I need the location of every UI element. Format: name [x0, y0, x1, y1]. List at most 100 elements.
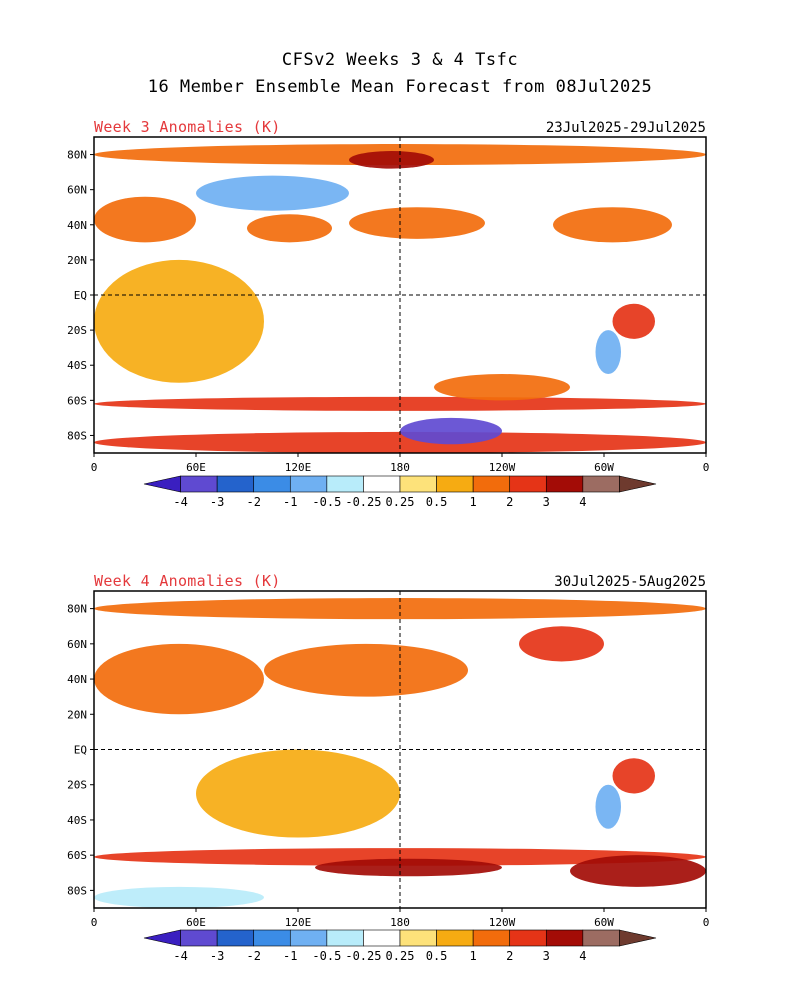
anomaly-region-6 — [247, 214, 332, 243]
colorbar-label: 0.5 — [426, 495, 448, 509]
colorbar-swatch-min — [143, 475, 181, 493]
colorbar-label: -0.5 — [312, 495, 341, 509]
anomaly-region-0 — [94, 848, 706, 866]
colorbar-label: 3 — [543, 495, 550, 509]
figure-title-line1: CFSv2 Weeks 3 & 4 Tsfc — [282, 50, 518, 70]
x-tick-label: 60E — [186, 916, 206, 929]
anomaly-region-10 — [595, 784, 621, 829]
colorbar-label: 2 — [506, 949, 513, 963]
colorbar-label: -0.25 — [345, 495, 381, 509]
colorbar-label: 3 — [543, 949, 550, 963]
colorbar-swatch — [545, 929, 584, 947]
y-tick-label: 40S — [67, 814, 87, 827]
colorbar-swatch — [326, 929, 364, 947]
colorbar-label: 4 — [579, 495, 586, 509]
x-tick-label: 180 — [390, 461, 410, 474]
week3-panel: Week 3 Anomalies (K) 23Jul2025-29Jul2025… — [67, 118, 709, 509]
week3-date-range: 23Jul2025-29Jul2025 — [546, 120, 706, 136]
colorbar-swatch — [180, 475, 218, 493]
colorbar-swatch — [472, 475, 511, 493]
colorbar-swatch — [216, 475, 255, 493]
y-tick-label: 60S — [67, 849, 87, 862]
colorbar-swatch — [436, 475, 474, 493]
week3-y-axis: 80N 60N 40N 20N EQ 20S 40S 60S 80S — [67, 149, 94, 442]
week3-panel-title: Week 3 Anomalies (K) — [94, 118, 281, 136]
colorbar-swatch — [472, 929, 511, 947]
colorbar-label: -3 — [210, 949, 224, 963]
colorbar-swatch — [436, 929, 474, 947]
colorbar-label: -1 — [283, 495, 297, 509]
colorbar-label: 0.5 — [426, 949, 448, 963]
week3-anomaly-field — [94, 144, 706, 453]
anomaly-region-12 — [553, 207, 672, 243]
colorbar-label: 2 — [506, 495, 513, 509]
colorbar-swatch — [582, 475, 620, 493]
anomaly-region-9 — [612, 758, 655, 794]
x-tick-label: 60W — [594, 916, 614, 929]
x-tick-label: 120E — [285, 461, 312, 474]
anomaly-region-2 — [570, 855, 706, 887]
colorbar-swatch — [545, 475, 584, 493]
anomaly-region-11 — [196, 749, 400, 838]
y-tick-label: EQ — [74, 744, 87, 757]
colorbar-swatch — [326, 475, 364, 493]
colorbar-label: -4 — [173, 495, 187, 509]
anomaly-region-5 — [94, 196, 196, 243]
y-tick-label: EQ — [74, 289, 87, 302]
colorbar-label: -4 — [173, 949, 187, 963]
x-tick-label: 0 — [91, 461, 98, 474]
x-tick-label: 0 — [703, 461, 710, 474]
colorbar-swatch — [289, 929, 328, 947]
colorbar-label: -0.25 — [345, 949, 381, 963]
colorbar-swatch — [363, 929, 401, 947]
y-tick-label: 80N — [67, 149, 87, 162]
anomaly-region-7 — [349, 207, 485, 239]
week4-panel: Week 4 Anomalies (K) 30Jul2025-5Aug2025 … — [67, 572, 709, 963]
x-tick-label: 60E — [186, 461, 206, 474]
anomaly-region-3 — [349, 151, 434, 169]
colorbar-swatch-max — [619, 475, 657, 493]
anomaly-region-14 — [434, 374, 570, 401]
anomaly-region-8 — [451, 723, 604, 776]
y-tick-label: 20S — [67, 779, 87, 792]
y-tick-label: 40N — [67, 219, 87, 232]
anomaly-region-4 — [196, 175, 349, 211]
y-tick-label: 40N — [67, 673, 87, 686]
anomaly-region-8 — [451, 277, 604, 331]
colorbar-swatch — [509, 475, 547, 493]
x-tick-label: 0 — [91, 916, 98, 929]
anomaly-region-7 — [519, 626, 604, 662]
colorbar-label: -0.5 — [312, 949, 341, 963]
colorbar-label: -2 — [246, 495, 260, 509]
colorbar-swatch — [363, 475, 401, 493]
anomaly-region-3 — [94, 886, 264, 908]
colorbar-swatch — [289, 475, 328, 493]
week4-y-axis: 80N 60N 40N 20N EQ 20S 40S 60S 80S — [67, 603, 94, 897]
x-tick-label: 120W — [489, 916, 516, 929]
anomaly-region-0 — [94, 431, 706, 453]
y-tick-label: 80S — [67, 884, 87, 897]
x-tick-label: 120E — [285, 916, 312, 929]
colorbar-label: 0.25 — [386, 495, 415, 509]
colorbar-label: -1 — [283, 949, 297, 963]
x-tick-label: 60W — [594, 461, 614, 474]
y-tick-label: 40S — [67, 359, 87, 372]
week3-x-axis: 0 60E 120E 180 120W 60W 0 — [91, 453, 710, 474]
week4-colorbar: -4 -3 -2 -1 -0.5 -0.25 0.25 0.5 1 2 3 4 — [143, 929, 657, 963]
anomaly-region-9 — [612, 303, 655, 339]
week3-colorbar: -4 -3 -2 -1 -0.5 -0.25 0.25 0.5 1 2 3 4 — [143, 475, 657, 509]
colorbar-swatch — [399, 929, 437, 947]
y-tick-label: 60S — [67, 394, 87, 407]
week3-overlay — [94, 137, 706, 453]
week4-date-range: 30Jul2025-5Aug2025 — [554, 574, 706, 590]
anomaly-region-11 — [94, 259, 264, 383]
colorbar-swatch — [180, 929, 218, 947]
colorbar-swatch-min — [143, 929, 181, 947]
y-tick-label: 20N — [67, 708, 87, 721]
y-tick-label: 80S — [67, 429, 87, 442]
colorbar-swatch-max — [619, 929, 657, 947]
y-tick-label: 20N — [67, 254, 87, 267]
anomaly-region-6 — [264, 643, 468, 697]
y-tick-label: 60N — [67, 184, 87, 197]
